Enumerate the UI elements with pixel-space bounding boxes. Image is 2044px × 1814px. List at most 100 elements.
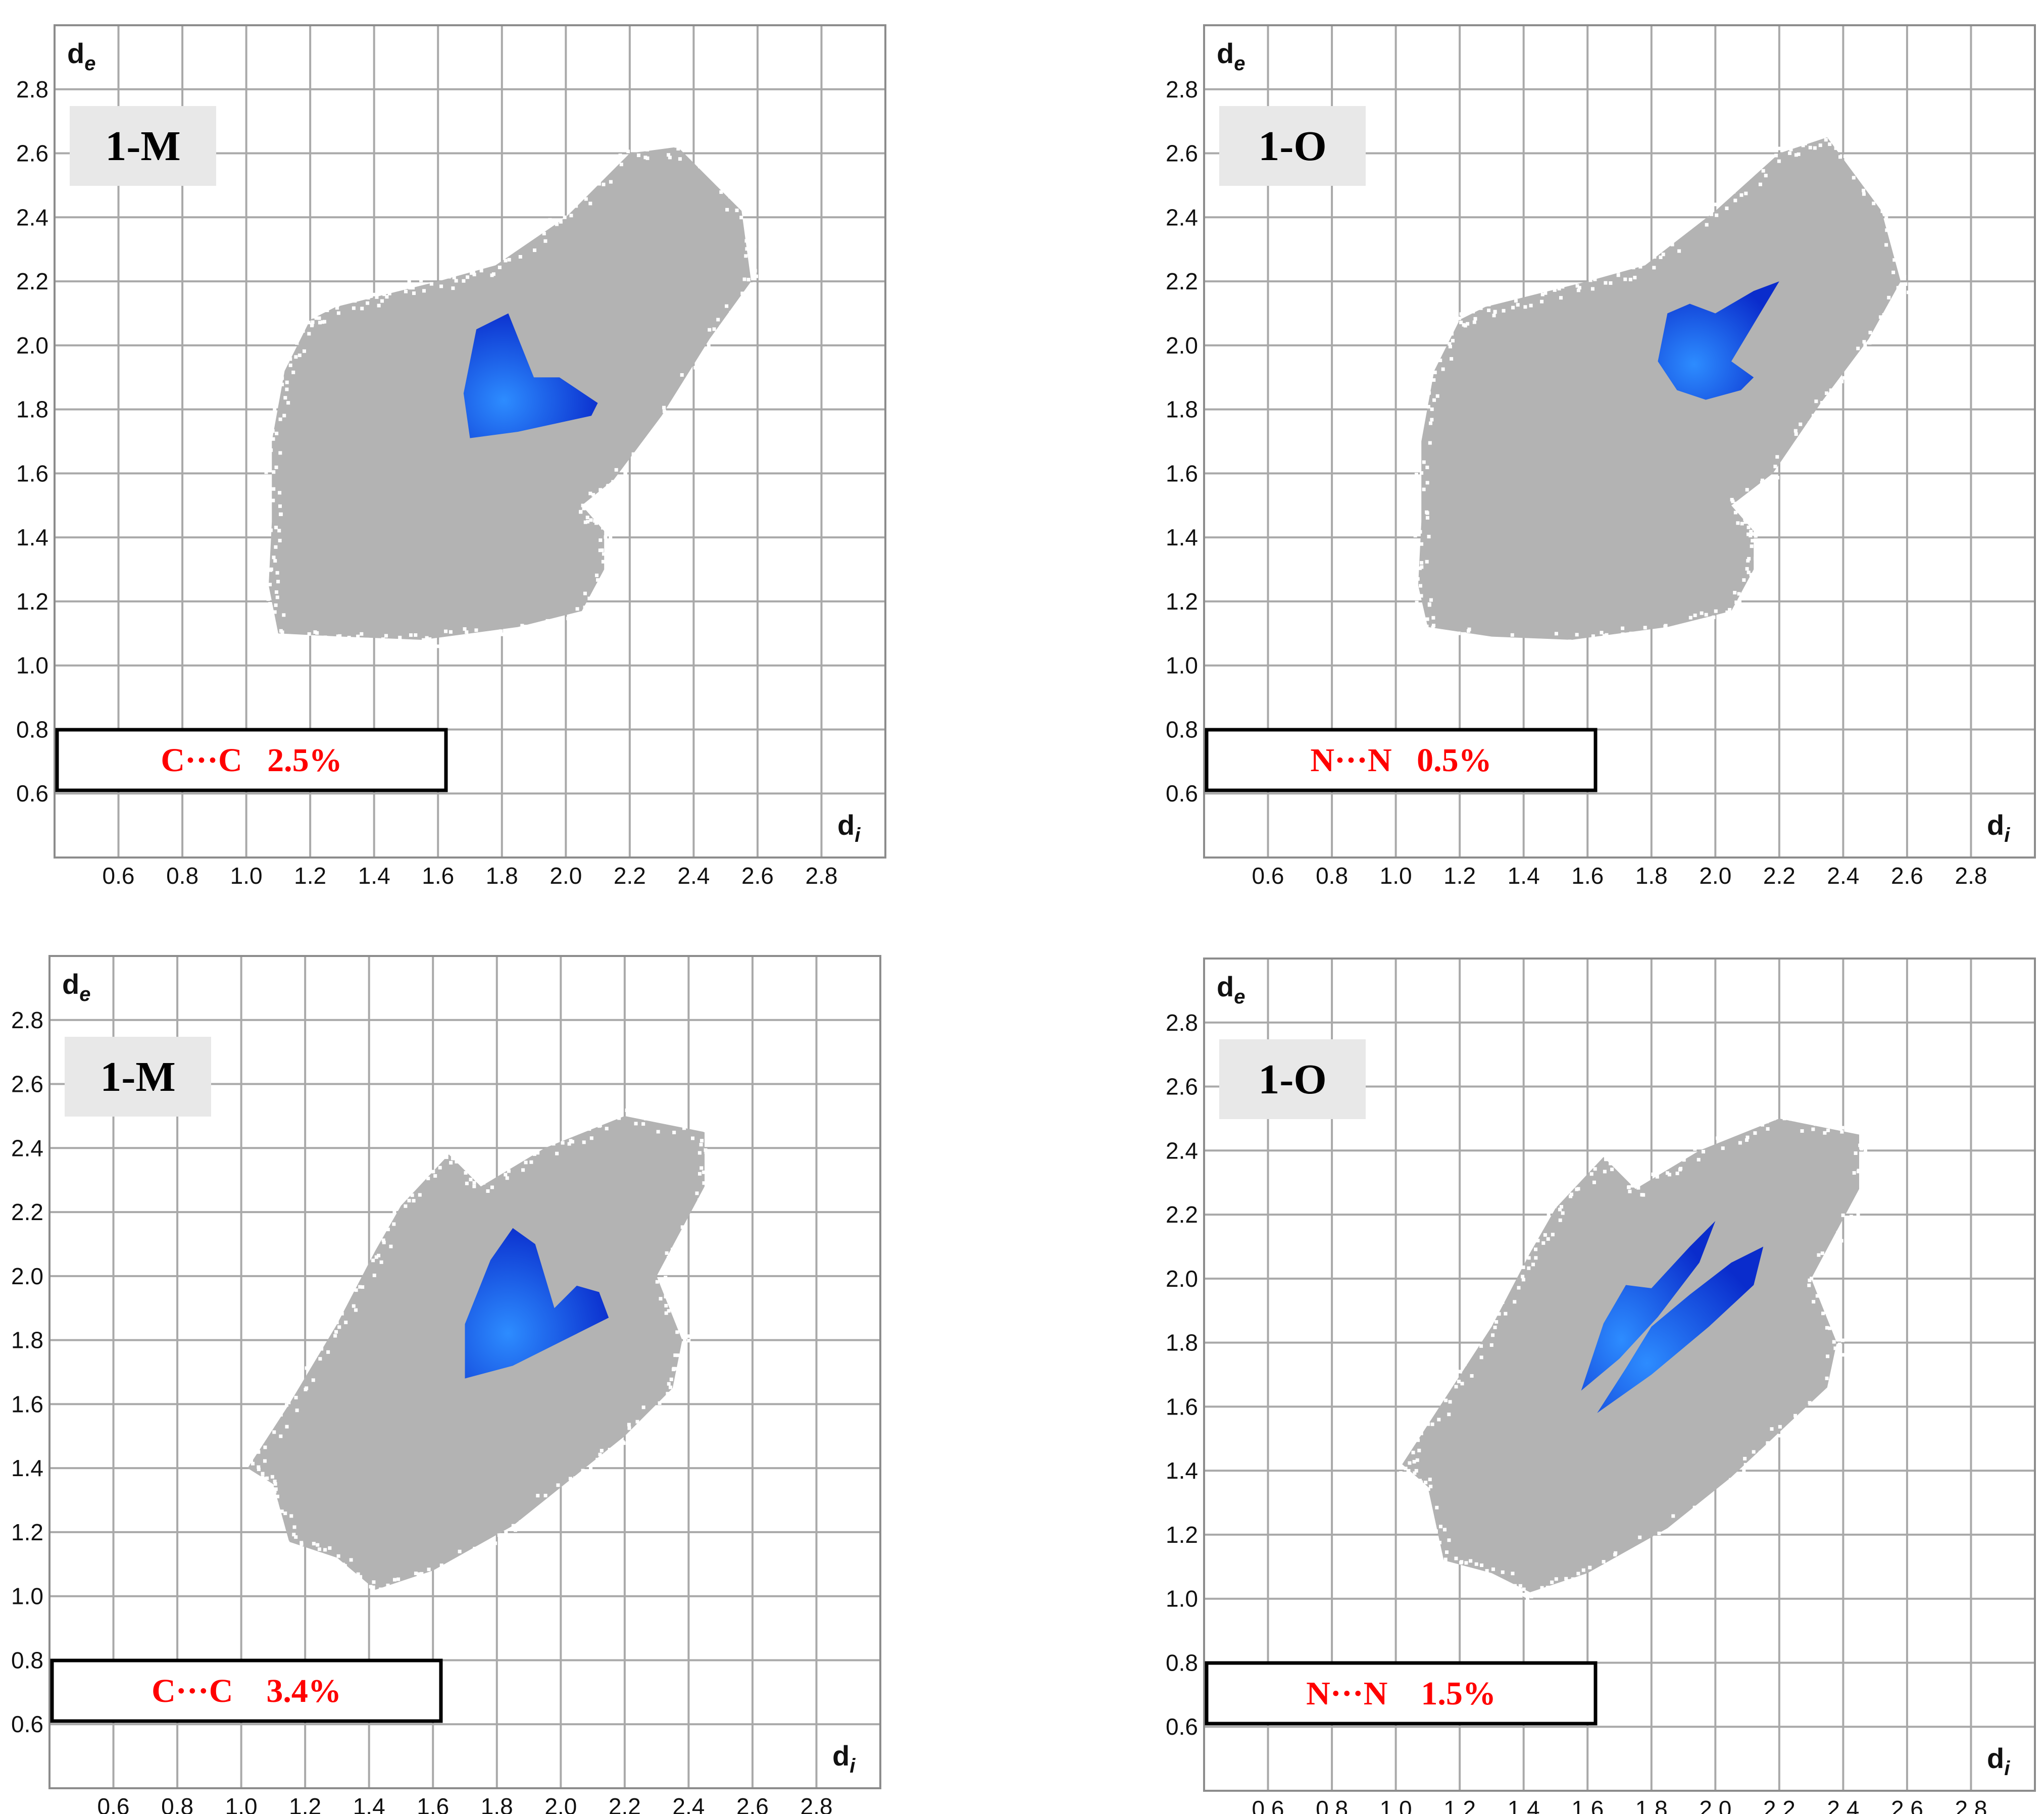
cloud-speckle	[1744, 191, 1748, 195]
cloud-speckle	[469, 1178, 473, 1182]
cloud-speckle	[1575, 1187, 1579, 1191]
cloud-speckle	[274, 1487, 278, 1491]
fingerprint-panel: 0.6 0.8 1.0 1.2 1.4 1.6 1.8 2.0 2.2 2.4 2.6 2.8 0.6 0…	[16, 24, 886, 889]
x-axis-label: di	[837, 809, 861, 846]
cloud-speckle	[1792, 1118, 1797, 1122]
cloud-speckle	[1473, 639, 1477, 643]
cloud-speckle	[1406, 1474, 1410, 1478]
cloud-speckle	[1530, 290, 1534, 294]
cloud-speckle	[1564, 640, 1568, 644]
cloud-speckle	[451, 286, 455, 290]
cloud-speckle	[664, 1311, 668, 1315]
cloud-speckle	[1628, 1189, 1632, 1193]
cloud-speckle	[635, 1420, 639, 1424]
cloud-speckle	[490, 273, 494, 277]
cloud-speckle	[273, 1479, 277, 1483]
cloud-speckle	[1862, 192, 1866, 196]
cloud-speckle	[1408, 1461, 1412, 1465]
cloud-speckle	[1500, 639, 1504, 643]
cloud-speckle	[300, 1541, 304, 1545]
contact-percentage-box	[1205, 1661, 1598, 1726]
cloud-speckle	[1729, 1478, 1733, 1482]
cloud-speckle	[671, 1247, 675, 1251]
cloud-speckle	[1413, 559, 1417, 563]
cloud-speckle	[1518, 1584, 1522, 1588]
x-tick-label: 0.6	[1252, 863, 1284, 889]
cloud-speckle	[507, 258, 511, 262]
cloud-speckle	[333, 1334, 337, 1338]
cloud-speckle	[670, 402, 674, 406]
cloud-speckle	[627, 1426, 631, 1430]
cloud-speckle	[1886, 213, 1890, 217]
highlight-contact-region	[1581, 1221, 1716, 1391]
cloud-speckle	[1837, 1372, 1841, 1376]
cloud-speckle	[1742, 578, 1746, 582]
cloud-speckle	[273, 610, 277, 614]
cloud-speckle	[750, 260, 754, 264]
cloud-speckle	[1417, 616, 1421, 620]
cloud-speckle	[525, 236, 529, 240]
cloud-speckle	[319, 307, 323, 311]
cloud-speckle	[1420, 542, 1424, 546]
cloud-speckle	[725, 208, 729, 212]
cloud-speckle	[356, 1572, 360, 1576]
y-tick-label: 0.8	[1166, 716, 1198, 742]
cloud-speckle	[1761, 492, 1765, 496]
cloud-speckle	[511, 1524, 515, 1528]
x-tick-label: 2.6	[741, 863, 774, 889]
cloud-speckle	[628, 1110, 632, 1114]
cloud-speckle	[668, 156, 672, 160]
cloud-speckle	[1857, 168, 1861, 172]
cloud-speckle	[1450, 332, 1454, 336]
cloud-speckle	[1733, 591, 1737, 595]
cloud-speckle	[1782, 1117, 1786, 1121]
cloud-speckle	[318, 321, 322, 325]
cloud-speckle	[273, 399, 277, 404]
cloud-speckle	[1502, 309, 1506, 313]
cloud-speckle	[1733, 198, 1737, 203]
plot-frame	[1203, 24, 2036, 859]
cloud-speckle	[611, 480, 615, 484]
cloud-speckle	[1893, 300, 1898, 305]
cloud-speckle	[609, 180, 613, 184]
cloud-speckle	[581, 503, 585, 508]
cloud-speckle	[1766, 1441, 1770, 1445]
cloud-speckle	[1414, 603, 1418, 608]
cloud-speckle	[672, 1131, 676, 1135]
cloud-speckle	[1743, 517, 1747, 521]
cloud-speckle	[556, 1483, 560, 1487]
cloud-speckle	[1890, 236, 1894, 240]
cloud-speckle	[1564, 1577, 1568, 1581]
cloud-speckle	[493, 1541, 497, 1545]
cloud-speckle	[634, 1430, 638, 1434]
cloud-speckle	[605, 491, 609, 495]
cloud-speckle	[375, 1589, 379, 1593]
cloud-speckle	[602, 552, 606, 556]
cloud-speckle	[1843, 155, 1847, 159]
cloud-speckle	[288, 357, 292, 361]
cloud-speckle	[708, 169, 712, 173]
cloud-speckle	[278, 1521, 282, 1525]
highlight-contact-region	[1597, 1246, 1764, 1414]
cloud-speckle	[1492, 314, 1496, 318]
cloud-speckle	[379, 1260, 383, 1264]
cloud-speckle	[704, 1128, 708, 1132]
cloud-speckle	[1857, 1169, 1861, 1173]
y-tick-label: 1.4	[16, 524, 48, 550]
cloud-speckle	[1438, 359, 1442, 363]
cloud-speckle	[1527, 642, 1531, 646]
cloud-speckle	[1834, 146, 1838, 150]
cloud-speckle	[330, 641, 334, 645]
cloud-speckle	[1814, 399, 1818, 404]
cloud-speckle	[354, 1308, 358, 1312]
cloud-speckle	[1863, 1149, 1867, 1153]
cloud-speckle	[636, 154, 640, 158]
cloud-speckle	[602, 182, 606, 186]
cloud-speckle	[1466, 322, 1470, 326]
cloud-speckle	[689, 1123, 693, 1127]
cloud-speckle	[664, 1303, 668, 1307]
cloud-speckle	[286, 1540, 290, 1544]
cloud-speckle	[705, 168, 709, 172]
cloud-speckle	[374, 1255, 378, 1259]
x-axis-label-sub: i	[2004, 824, 2010, 846]
